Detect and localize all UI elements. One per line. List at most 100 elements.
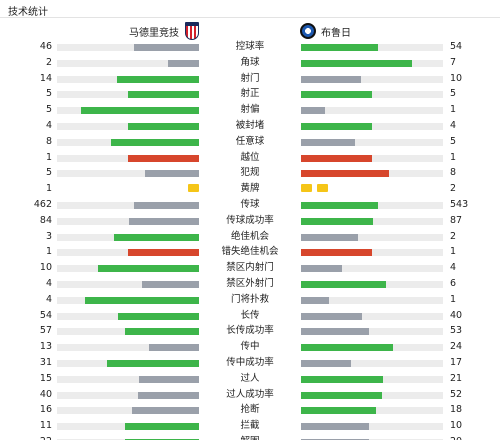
- home-stat-value: 5: [45, 104, 52, 116]
- away-stat-value: 21: [450, 372, 463, 384]
- away-stat-value: 2: [450, 230, 457, 242]
- home-stat-bar-track: [57, 44, 199, 51]
- away-stat-value: 20: [450, 435, 480, 440]
- away-stat-value: 8: [450, 167, 457, 179]
- away-stat-value: 1: [450, 151, 457, 163]
- away-stat-value: 4: [450, 262, 457, 274]
- home-stat-value: 1: [45, 183, 52, 195]
- away-stat-bar: [301, 75, 361, 83]
- stat-row: 31 传中成功率 17: [0, 356, 500, 372]
- home-stat-bar: [85, 296, 199, 304]
- away-stat-bar: [301, 91, 372, 99]
- home-stat-value: 1: [45, 246, 52, 258]
- away-stat-bar: [301, 170, 390, 178]
- stat-row: 11 拦截 10: [0, 419, 500, 435]
- away-stat-bar-track: [301, 170, 443, 178]
- home-stat-value: 462: [33, 199, 52, 210]
- away-stat-bar-track: [301, 249, 443, 257]
- stat-row: 5 射正 5: [0, 87, 500, 103]
- yellow-card-icon: [301, 184, 312, 193]
- stat-label: 被封堵: [235, 120, 265, 131]
- away-stat-bar-track: [301, 391, 443, 399]
- home-stat-bar-track: [57, 59, 199, 67]
- away-stat-value: 40: [450, 309, 463, 321]
- home-stat-value: 1: [45, 151, 52, 163]
- home-stat-bar: [98, 265, 199, 273]
- home-stat-bar: [118, 312, 199, 320]
- away-stat-bar-track: [301, 233, 443, 241]
- away-stat-value: 24: [450, 341, 463, 353]
- stat-row: 84 传球成功率 87: [0, 214, 500, 230]
- stat-label: 传中成功率: [226, 357, 274, 368]
- stat-label: 抢断: [240, 404, 260, 416]
- home-stat-bar: [132, 407, 199, 415]
- stat-row: 8 任意球 5: [0, 135, 500, 151]
- away-stat-bar: [301, 249, 372, 257]
- home-cards: [57, 184, 199, 194]
- home-stat-value: 13: [39, 341, 52, 353]
- away-stat-bar-track: [301, 423, 443, 431]
- home-stat-bar-track: [57, 123, 199, 130]
- home-stat-value: 4: [45, 278, 52, 289]
- stat-row: 5 射偏 1: [0, 103, 500, 119]
- yellow-card-icon: [188, 184, 199, 193]
- stat-label: 门将扑救: [230, 293, 269, 305]
- away-stat-bar-track: [301, 123, 443, 130]
- stat-row: 462 传球 543: [0, 198, 500, 214]
- away-stat-bar-track: [301, 375, 443, 383]
- away-stat-bar: [301, 107, 326, 115]
- stat-row: 13 传中 24: [0, 340, 500, 356]
- away-stat-value: 1: [450, 246, 457, 258]
- home-stat-bar: [128, 249, 199, 257]
- away-stat-value: 1: [450, 293, 457, 305]
- away-stat-bar: [301, 391, 382, 399]
- home-stat-bar: [128, 91, 199, 99]
- home-stat-bar-track: [57, 75, 199, 83]
- away-stat-bar-track: [301, 59, 443, 67]
- stat-label: 传球成功率: [226, 214, 274, 226]
- stat-label: 任意球: [235, 135, 265, 147]
- home-team-name: 马德里竞技: [129, 27, 179, 39]
- home-stat-value: 84: [39, 214, 52, 226]
- home-stat-value: 16: [39, 404, 52, 416]
- stat-label: 射门: [240, 72, 260, 84]
- away-stat-value: 87: [450, 214, 463, 226]
- away-stat-bar: [301, 312, 363, 320]
- header-divider: [0, 17, 500, 18]
- away-stat-value: 4: [450, 120, 457, 131]
- stat-label: 解围: [200, 435, 300, 440]
- home-team-header[interactable]: 马德里竞技: [106, 22, 200, 40]
- stat-row: 14 射门 10: [0, 72, 500, 88]
- stat-row: 4 禁区外射门 6: [0, 277, 500, 293]
- home-stat-bar: [142, 281, 199, 288]
- home-stat-bar-track: [57, 233, 199, 241]
- home-stat-bar: [116, 75, 199, 83]
- away-stat-value: 10: [450, 420, 463, 432]
- away-stat-bar-track: [301, 312, 443, 320]
- home-stat-bar-track: [57, 375, 199, 383]
- away-stat-bar-track: [301, 107, 443, 115]
- away-team-header[interactable]: 布鲁日: [300, 22, 410, 40]
- away-stat-value: 18: [450, 404, 463, 416]
- home-stat-bar: [110, 138, 199, 146]
- home-stat-bar-track: [57, 312, 199, 320]
- stat-label: 射偏: [240, 104, 260, 116]
- away-stat-bar: [301, 59, 412, 67]
- away-stat-value: 1: [450, 104, 457, 116]
- stat-row: 15 过人 21: [0, 372, 500, 388]
- away-stat-bar-track: [301, 154, 443, 162]
- home-stat-value: 54: [39, 309, 52, 321]
- home-stat-value: 22: [28, 435, 52, 440]
- home-stat-bar-track: [57, 296, 199, 304]
- stat-row: 4 门将扑救 1: [0, 293, 500, 309]
- home-stat-bar-track: [57, 407, 199, 415]
- home-stat-bar-track: [57, 154, 199, 162]
- home-stat-value: 14: [39, 72, 52, 84]
- stat-label: 过人: [240, 372, 260, 384]
- home-stat-value: 46: [39, 41, 52, 52]
- home-stat-bar-track: [57, 217, 199, 225]
- stat-label: 犯规: [240, 167, 260, 179]
- stat-row: 10 禁区内射门 4: [0, 261, 500, 277]
- away-stat-bar: [301, 344, 394, 352]
- away-stat-value: 17: [450, 357, 463, 368]
